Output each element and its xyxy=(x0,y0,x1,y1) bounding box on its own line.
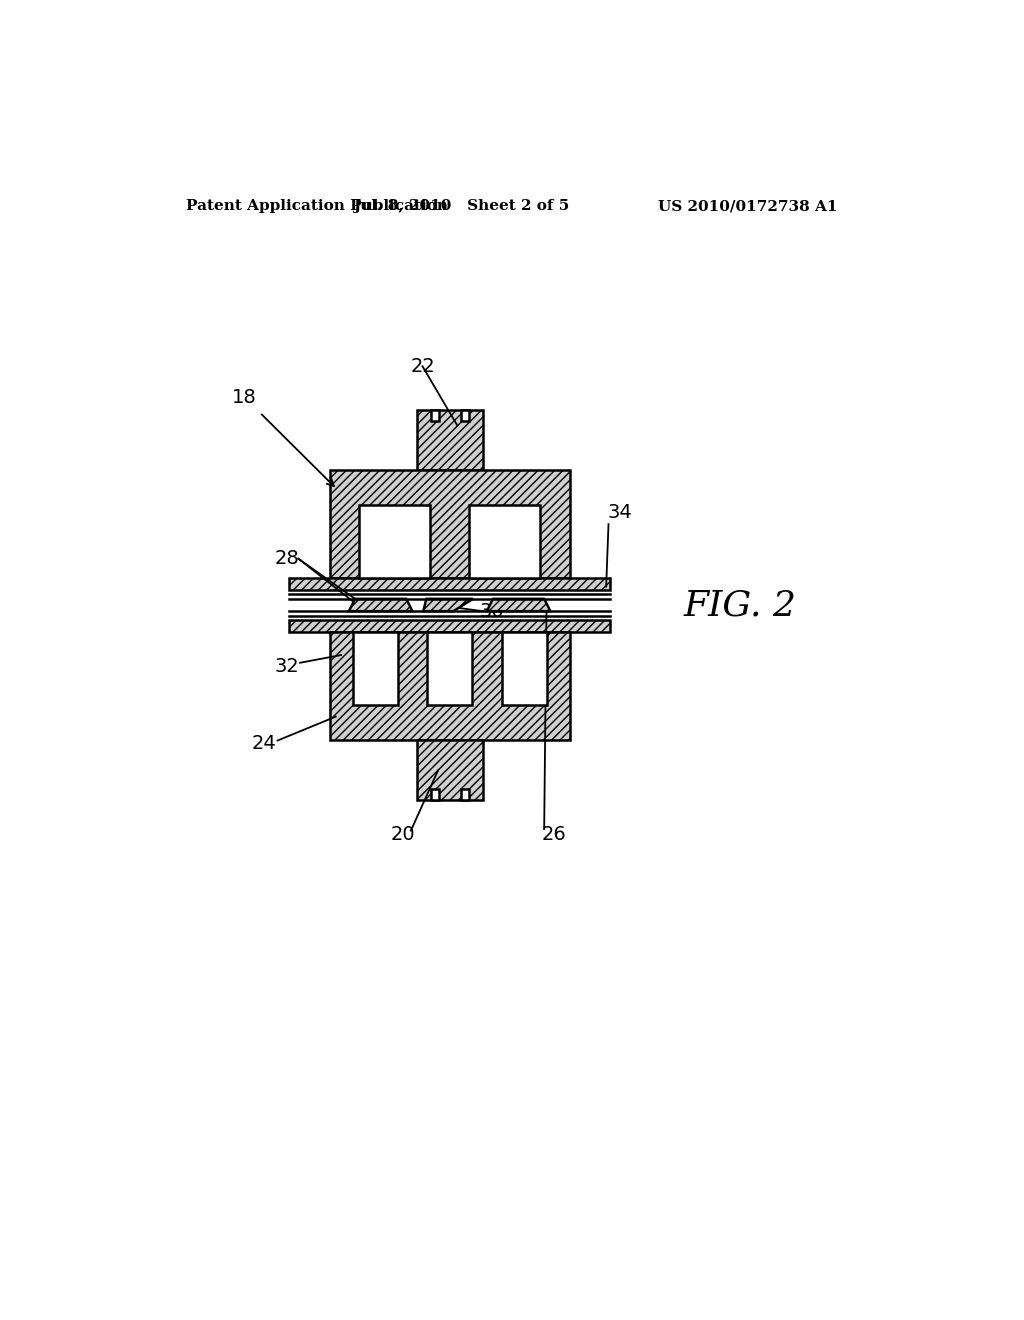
Text: 22: 22 xyxy=(411,356,435,376)
Bar xyxy=(427,632,472,705)
Bar xyxy=(330,470,569,578)
Bar xyxy=(289,619,610,632)
Polygon shape xyxy=(486,599,550,611)
Text: Patent Application Publication: Patent Application Publication xyxy=(186,199,449,213)
Bar xyxy=(359,506,430,578)
Text: 30: 30 xyxy=(480,602,505,620)
Bar xyxy=(352,632,397,705)
Text: 26: 26 xyxy=(542,825,566,843)
Text: 34: 34 xyxy=(608,503,633,523)
Bar xyxy=(461,789,469,800)
Bar xyxy=(330,632,569,739)
Text: 18: 18 xyxy=(231,388,257,407)
Bar xyxy=(289,578,610,590)
Bar xyxy=(431,789,438,800)
Bar xyxy=(461,411,469,421)
Text: 24: 24 xyxy=(251,734,276,754)
Polygon shape xyxy=(349,599,413,611)
Text: US 2010/0172738 A1: US 2010/0172738 A1 xyxy=(658,199,838,213)
Text: 20: 20 xyxy=(391,825,416,843)
Bar xyxy=(417,739,483,800)
Text: 28: 28 xyxy=(274,549,299,569)
Text: FIG. 2: FIG. 2 xyxy=(684,587,797,622)
Bar xyxy=(431,411,438,421)
Text: 32: 32 xyxy=(274,657,299,676)
Bar xyxy=(502,632,547,705)
Bar xyxy=(469,506,541,578)
Text: Jul. 8, 2010   Sheet 2 of 5: Jul. 8, 2010 Sheet 2 of 5 xyxy=(353,199,569,213)
Bar xyxy=(417,411,483,470)
Polygon shape xyxy=(423,599,473,611)
